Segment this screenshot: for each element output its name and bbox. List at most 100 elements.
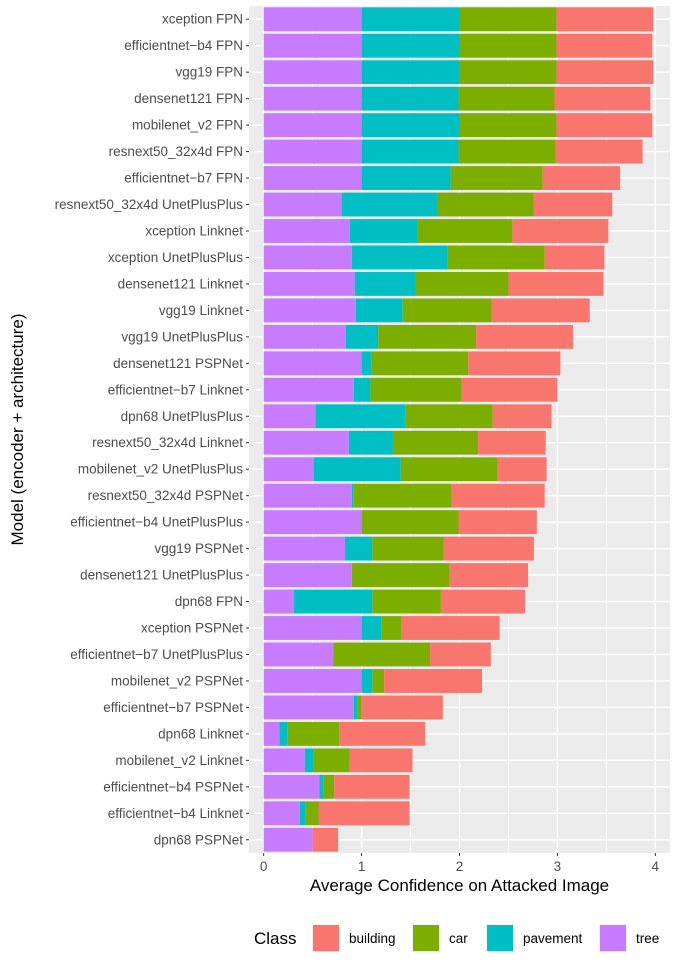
bar-segment-car (417, 219, 513, 243)
bar-segment-tree (263, 245, 352, 270)
bar-segment-building (533, 192, 613, 217)
y-tick-label: vgg19 FPN (175, 65, 243, 80)
bar-segment-car (372, 589, 441, 614)
bar-segment-building (508, 272, 604, 296)
bar-segment-car (371, 351, 469, 376)
bar-segment-pavement (361, 616, 382, 640)
bar-segment-pavement (315, 404, 406, 429)
bar-segment-pavement (361, 669, 373, 693)
bar-segment-pavement (351, 483, 354, 508)
y-tick-label: efficientnet−b7 UnetPlusPlus (70, 647, 243, 662)
bar-segment-building (312, 827, 339, 852)
bar-segment-car (436, 192, 534, 217)
legend: Class building car pavement tree (254, 924, 659, 952)
bar-segment-car (450, 166, 543, 190)
legend-swatch-building (313, 925, 339, 951)
bar-segment-building (384, 669, 483, 693)
x-tick-label: 0 (260, 859, 268, 874)
bar-segment-car (351, 563, 450, 587)
bar-segment-tree (263, 695, 354, 720)
bar-segment-pavement (344, 536, 373, 561)
legend-swatch-tree (600, 925, 626, 951)
bar-segment-building (512, 219, 609, 243)
bar-segment-car (400, 457, 498, 482)
bar-segment-car (313, 748, 350, 773)
bar-segment-car (392, 430, 479, 455)
bar-segment-tree (263, 298, 356, 323)
bar-segment-pavement (355, 298, 403, 323)
bar-segment-pavement (279, 721, 288, 746)
bar-segment-car (361, 510, 459, 535)
bar-segment-pavement (299, 801, 306, 826)
legend-label-building: building (349, 931, 396, 946)
bar-segment-tree (263, 351, 362, 376)
bar-segment-car (405, 404, 493, 429)
bar-segment-tree (263, 430, 349, 455)
bar-segment-building (443, 536, 534, 561)
bar-segment-car (370, 377, 462, 402)
y-tick-label: resnext50_32x4d FPN (109, 144, 243, 159)
bar-segment-tree (263, 7, 362, 32)
bar-segment-building (555, 139, 643, 164)
y-tick-label: dpn68 UnetPlusPlus (121, 409, 244, 424)
bar-segment-car (459, 7, 557, 32)
bar-segment-building (440, 589, 526, 614)
y-tick-label: efficientnet−b7 Linknet (108, 382, 243, 397)
x-tick-label: 2 (456, 859, 464, 874)
bar-segment-car (402, 298, 492, 323)
bar-segment-tree (263, 60, 362, 85)
y-tick-label: efficientnet−b4 UnetPlusPlus (70, 515, 243, 530)
bar-segment-building (451, 483, 545, 508)
legend-label-pavement: pavement (523, 931, 583, 946)
bar-segment-tree (263, 166, 362, 190)
y-tick-label: densenet121 Linknet (118, 276, 244, 291)
y-tick-label: efficientnet−b4 PSPNet (103, 779, 243, 794)
bar-segment-pavement (349, 219, 418, 243)
bar-segment-tree (263, 33, 362, 58)
x-tick-label: 1 (358, 859, 366, 874)
bar-segment-building (556, 7, 654, 32)
y-tick-label: densenet121 UnetPlusPlus (80, 568, 243, 583)
bar-segment-pavement (294, 589, 373, 614)
bar-segment-car (357, 695, 362, 720)
bar-segment-tree (263, 642, 334, 667)
y-tick-label: dpn68 FPN (175, 594, 243, 609)
bar-segment-tree (263, 219, 350, 243)
y-tick-label: vgg19 UnetPlusPlus (121, 329, 243, 344)
legend-swatch-pavement (487, 925, 513, 951)
bar-segment-car (458, 139, 556, 164)
bar-segment-pavement (361, 113, 460, 138)
bar-segment-building (458, 510, 537, 535)
y-tick-label: efficientnet−b7 FPN (124, 171, 243, 186)
bar-segment-tree (263, 748, 305, 773)
y-tick-label: efficientnet−b7 PSPNet (103, 700, 243, 715)
bar-segment-tree (263, 324, 346, 349)
bar-segment-tree (263, 563, 352, 587)
y-tick-label: mobilenet_v2 UnetPlusPlus (78, 462, 243, 477)
bar-segment-building (401, 616, 500, 640)
y-tick-labels: xception FPN efficientnet−b4 FPN vgg19 FPN… (55, 12, 249, 847)
bar-segment-tree (263, 510, 362, 535)
bar-segment-tree (263, 721, 280, 746)
y-axis-title: Model (encoder + architecture) (8, 314, 27, 546)
y-tick-label: vgg19 Linknet (159, 303, 243, 318)
y-tick-label: mobilenet_v2 Linknet (115, 753, 243, 768)
bar-segment-building (544, 245, 605, 270)
bar-segment-building (449, 563, 529, 587)
bar-segment-car (378, 324, 477, 349)
bar-segment-building (468, 351, 561, 376)
bar-segment-car (353, 483, 452, 508)
y-tick-label: mobilenet_v2 PSPNet (111, 673, 243, 688)
legend-title: Class (254, 929, 297, 948)
bar-segment-building (491, 298, 590, 323)
bar-segment-tree (263, 139, 362, 164)
y-tick-label: dpn68 PSPNet (154, 832, 244, 847)
y-tick-label: xception Linknet (145, 223, 243, 238)
bar-segment-pavement (361, 86, 459, 111)
bar-segment-car (372, 536, 444, 561)
x-tick-label: 4 (652, 859, 660, 874)
bar-segment-tree (263, 536, 345, 561)
bar-segment-pavement (361, 351, 372, 376)
y-tick-label: resnext50_32x4d Linknet (92, 435, 243, 450)
